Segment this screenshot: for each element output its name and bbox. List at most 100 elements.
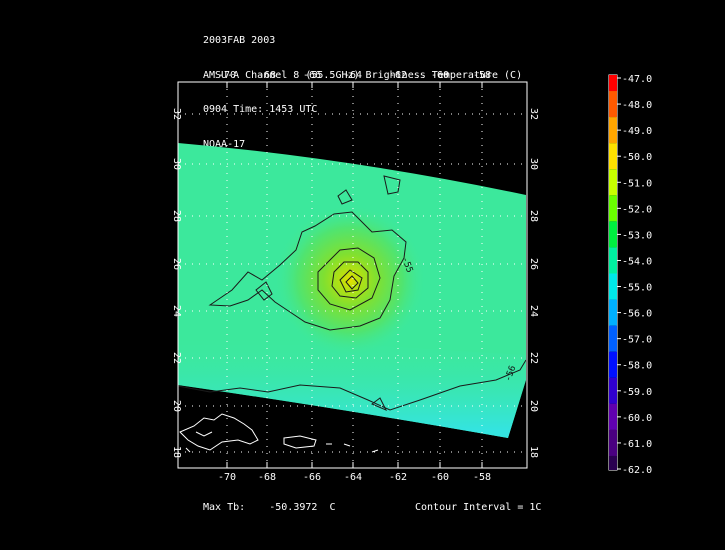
coast-hispaniola-bay bbox=[195, 431, 213, 437]
colorbar-swatch bbox=[609, 221, 617, 248]
colorbar-swatch bbox=[609, 299, 617, 326]
frame-ticks bbox=[226, 82, 483, 468]
lat-left-30: 30 bbox=[171, 158, 182, 170]
colorbar-swatch bbox=[609, 75, 617, 92]
coast-islet-3 bbox=[371, 449, 379, 453]
title-time: 0904 Time: 1453 UTC bbox=[203, 104, 318, 115]
contour-interval-readout: Contour Interval = 1C bbox=[415, 502, 542, 513]
colorbar-swatch bbox=[609, 169, 617, 196]
lat-labels-right: 18 20 22 24 26 28 30 32 bbox=[528, 108, 539, 458]
title-satellite: NOAA-17 bbox=[203, 138, 246, 150]
contour-south-loop bbox=[371, 397, 388, 411]
colorbar-label: -51.0 bbox=[622, 178, 652, 189]
lat-right-24: 24 bbox=[528, 305, 539, 317]
title-storm: 2003FAB 2003 bbox=[203, 35, 276, 46]
title-product: AMSU-A Channel 8 (55.5GHz) Brightness Te… bbox=[203, 69, 523, 81]
contour-55 bbox=[208, 211, 407, 331]
coast-puerto-rico bbox=[283, 435, 317, 449]
colorbar-label: -61.0 bbox=[622, 439, 652, 450]
lon-bottom-58: -58 bbox=[473, 472, 491, 483]
colorbar-swatch bbox=[609, 429, 617, 456]
coast-hispaniola bbox=[179, 413, 259, 451]
lat-right-18: 18 bbox=[528, 446, 539, 458]
swath-layer bbox=[178, 143, 527, 453]
colorbar-label: -50.0 bbox=[622, 152, 652, 163]
lat-left-32: 32 bbox=[171, 108, 182, 120]
lat-left-26: 26 bbox=[171, 258, 182, 270]
lat-left-18: 18 bbox=[171, 446, 182, 458]
colorbar-swatch bbox=[609, 455, 617, 470]
lat-left-28: 28 bbox=[171, 210, 182, 222]
max-tb-readout: Max Tb: -50.3972 C bbox=[203, 502, 336, 513]
max-tb-value: -50.3972 bbox=[269, 502, 318, 513]
colorbar-swatch bbox=[609, 143, 617, 170]
lat-left-24: 24 bbox=[171, 305, 182, 317]
colorbar-swatch bbox=[609, 91, 617, 118]
coast-islet-4 bbox=[185, 447, 191, 453]
colorbar-swatch bbox=[609, 403, 617, 430]
colorbar-swatches bbox=[609, 75, 617, 470]
contour-east-loop bbox=[383, 175, 401, 195]
colorbar-label: -52.0 bbox=[622, 204, 652, 215]
title-block: 2003FAB 2003 AMSU-A Channel 8 (55.5GHz) … bbox=[203, 12, 522, 162]
lon-bottom-62: -62 bbox=[389, 472, 407, 483]
contour-52 bbox=[339, 269, 363, 293]
colorbar-label: -58.0 bbox=[622, 361, 652, 372]
lat-left-20: 20 bbox=[171, 400, 182, 412]
max-tb-unit: C bbox=[329, 502, 336, 513]
colorbar-label: -48.0 bbox=[622, 100, 652, 111]
lon-labels-bottom: -70 -68 -66 -64 -62 -60 -58 bbox=[218, 472, 491, 483]
warm-core bbox=[275, 205, 425, 355]
contour-west-loop bbox=[255, 281, 273, 301]
contour-53 bbox=[331, 261, 369, 299]
colorbar-label: -56.0 bbox=[622, 309, 652, 320]
lon-top-60: -60 bbox=[431, 70, 449, 81]
colorbar: -47.0 -48.0 -49.0 -50.0 -51.0 -52.0 -53.0 -54.0… bbox=[608, 74, 652, 476]
coastline bbox=[179, 413, 379, 453]
colorbar-label: -53.0 bbox=[622, 230, 652, 241]
colorbar-label: -55.0 bbox=[622, 283, 652, 294]
lon-top-64: -64 bbox=[344, 70, 362, 81]
lat-right-28: 28 bbox=[528, 210, 539, 222]
contour-54 bbox=[317, 247, 381, 311]
lon-bottom-68: -68 bbox=[258, 472, 276, 483]
max-tb-label: Max Tb: bbox=[203, 502, 246, 513]
colorbar-label: -49.0 bbox=[622, 126, 652, 137]
colorbar-swatch bbox=[609, 325, 617, 352]
colorbar-label: -62.0 bbox=[622, 465, 652, 476]
lon-top-58: -58 bbox=[473, 70, 491, 81]
colorbar-label: -60.0 bbox=[622, 413, 652, 424]
colorbar-swatch bbox=[609, 377, 617, 404]
contour-lines bbox=[178, 175, 527, 411]
colorbar-label: -57.0 bbox=[622, 335, 652, 346]
lon-bottom-64: -64 bbox=[344, 472, 362, 483]
colorbar-labels: -47.0 -48.0 -49.0 -50.0 -51.0 -52.0 -53.0 -54.0… bbox=[617, 74, 652, 476]
lon-top-62: -62 bbox=[389, 70, 407, 81]
lon-bottom-66: -66 bbox=[303, 472, 321, 483]
contour-56 bbox=[178, 359, 527, 411]
lat-right-32: 32 bbox=[528, 108, 539, 120]
contour-north-loop bbox=[337, 189, 353, 205]
lon-top-66: -66 bbox=[303, 70, 321, 81]
colorbar-swatch bbox=[609, 351, 617, 378]
lon-top-70: -70 bbox=[218, 70, 236, 81]
lat-right-20: 20 bbox=[528, 400, 539, 412]
colorbar-label: -54.0 bbox=[622, 256, 652, 267]
colorbar-swatch bbox=[609, 117, 617, 144]
lon-labels-top: -70 -68 -66 -64 -62 -60 -58 bbox=[218, 70, 491, 81]
lon-top-68: -68 bbox=[258, 70, 276, 81]
lat-left-22: 22 bbox=[171, 352, 182, 364]
lat-right-26: 26 bbox=[528, 258, 539, 270]
colorbar-swatch bbox=[609, 273, 617, 300]
colorbar-label: -59.0 bbox=[622, 387, 652, 398]
colorbar-swatch bbox=[609, 247, 617, 274]
lat-labels-left: 18 20 22 24 26 28 30 32 bbox=[171, 108, 182, 458]
colorbar-swatch bbox=[609, 195, 617, 222]
swath-cool-region bbox=[178, 330, 526, 438]
lon-bottom-60: -60 bbox=[431, 472, 449, 483]
contour-51 bbox=[345, 275, 359, 290]
lat-right-30: 30 bbox=[528, 158, 539, 170]
colorbar-label: -47.0 bbox=[622, 74, 652, 85]
coast-islet-2 bbox=[343, 443, 351, 447]
